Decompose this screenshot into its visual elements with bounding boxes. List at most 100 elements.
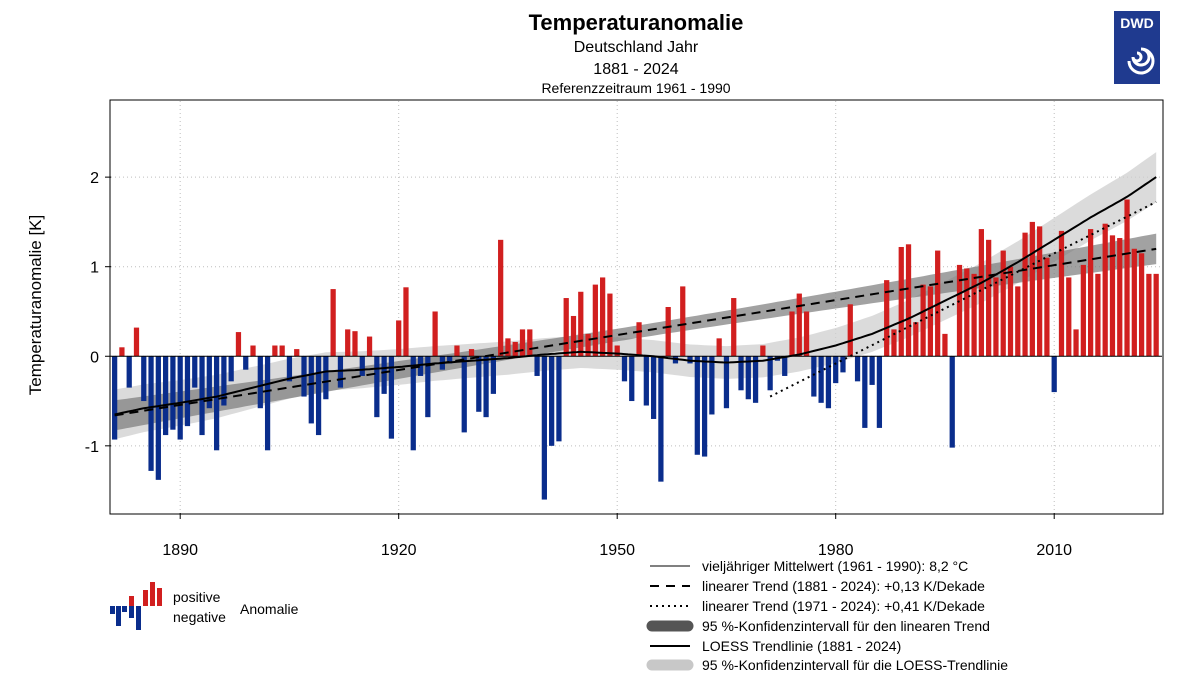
legend-negative-bar	[110, 606, 115, 614]
legend-label-linear-ci: 95 %-Konfidenzintervall für den linearen…	[702, 618, 990, 634]
anomaly-bar	[447, 356, 453, 364]
x-tick-label: 1980	[818, 542, 854, 559]
swirl-icon	[1127, 47, 1155, 75]
anomaly-bar	[315, 356, 322, 436]
anomaly-bar	[767, 356, 773, 391]
anomaly-bar	[986, 239, 992, 357]
anomaly-bar	[731, 298, 737, 357]
anomaly-bar	[388, 356, 395, 439]
anomaly-bar	[1124, 199, 1130, 357]
anomaly-bar	[905, 244, 912, 357]
anomaly-bar	[417, 356, 424, 376]
anomaly-bar	[803, 311, 810, 357]
anomaly-bar	[891, 329, 897, 357]
anomaly-bar	[920, 284, 926, 357]
legend-positive-bar	[129, 596, 134, 606]
dwd-logo: DWD	[1114, 11, 1160, 84]
anomaly-bar	[1044, 257, 1050, 357]
anomaly-bar	[563, 298, 569, 357]
anomaly-bar	[964, 268, 970, 357]
anomaly-bar	[264, 356, 271, 451]
anomaly-bar	[927, 286, 933, 357]
anomaly-bar	[833, 356, 839, 384]
anomaly-bar	[490, 356, 496, 394]
anomaly-bar	[352, 331, 358, 357]
anomaly-bar	[847, 304, 853, 357]
anomaly-bar	[461, 356, 467, 433]
anomaly-bar	[862, 356, 868, 428]
x-tick-label: 1950	[599, 542, 635, 559]
logo-text: DWD	[1120, 15, 1153, 31]
anomaly-bar	[483, 356, 489, 418]
anomaly-bar	[527, 329, 533, 357]
anomaly-bar	[1131, 248, 1137, 357]
anomaly-bar	[650, 356, 657, 419]
anomaly-bar	[308, 356, 314, 424]
anomaly-bar	[170, 356, 176, 430]
anomaly-bar	[578, 291, 584, 357]
anomaly-bar	[294, 349, 300, 357]
x-tick-label: 2010	[1036, 542, 1072, 559]
anomaly-bar	[1088, 229, 1094, 357]
anomaly-bar	[1095, 273, 1101, 357]
anomaly-bar	[621, 356, 628, 382]
anomaly-bar	[1109, 235, 1116, 357]
legend-item-linear-ci: 95 %-Konfidenzintervall für den linearen…	[646, 618, 990, 634]
anomaly-bar	[541, 356, 547, 500]
anomaly-bar	[643, 356, 649, 406]
anomaly-bar	[913, 322, 919, 357]
anomaly-legend-negative: negative	[173, 609, 226, 625]
anomaly-bar	[840, 356, 846, 373]
anomaly-legend: positive negative Anomalie	[110, 582, 299, 630]
anomaly-bar	[993, 277, 999, 357]
legend-negative-bar	[122, 606, 127, 612]
legend-negative-bar	[136, 606, 141, 630]
anomaly-bar	[272, 345, 278, 357]
anomaly-bar	[213, 356, 220, 451]
anomaly-bar	[410, 356, 416, 451]
anomaly-bar	[112, 356, 118, 440]
legend: vieljähriger Mittelwert (1961 - 1990): 8…	[646, 558, 1008, 673]
anomaly-bar	[206, 356, 212, 409]
x-tick-label: 1920	[381, 542, 417, 559]
anomaly-bar	[701, 356, 708, 457]
y-tick-label: 0	[90, 349, 99, 366]
anomaly-bar	[658, 356, 664, 482]
anomaly-bar	[199, 356, 205, 436]
legend-positive-bar	[157, 588, 162, 606]
chart-period: 1881 - 2024	[593, 61, 679, 78]
legend-label-linear-trend-1881: linearer Trend (1881 - 2024): +0,13 K/De…	[702, 578, 985, 594]
anomaly-bar	[1153, 273, 1159, 357]
anomaly-bar	[243, 356, 249, 370]
anomaly-bar	[425, 356, 431, 418]
anomaly-bar	[818, 356, 824, 403]
anomaly-bar	[680, 286, 686, 357]
legend-item-linear-trend-1971: linearer Trend (1971 - 2024): +0,41 K/De…	[650, 598, 985, 614]
anomaly-bar	[1000, 250, 1006, 357]
anomaly-bar	[585, 333, 591, 357]
legend-label-loess-ci: 95 %-Konfidenzintervall für die LOESS-Tr…	[702, 657, 1008, 673]
anomaly-bar	[534, 356, 540, 376]
anomaly-bar	[716, 338, 722, 357]
y-axis-ticks: -1 0 1 2	[85, 170, 111, 456]
y-axis-label: Temperaturanomalie [K]	[26, 215, 45, 395]
anomaly-bar	[1029, 221, 1035, 357]
anomaly-bar	[1022, 232, 1028, 357]
anomaly-bar	[432, 311, 438, 357]
anomaly-bar	[884, 280, 890, 357]
anomaly-bar	[942, 333, 948, 357]
anomaly-bar	[1073, 329, 1079, 357]
trend-lines	[111, 176, 1162, 417]
chart-reference: Referenzzeitraum 1961 - 1990	[541, 80, 730, 96]
anomaly-bar	[745, 356, 751, 400]
anomaly-bar	[1015, 286, 1021, 357]
anomaly-bar	[250, 345, 256, 357]
anomaly-bar	[133, 327, 140, 357]
anomaly-bar	[192, 356, 198, 388]
chart-subtitle: Deutschland Jahr	[574, 39, 699, 56]
anomaly-bar	[607, 293, 613, 357]
anomaly-bar	[760, 345, 766, 357]
anomaly-bar	[811, 356, 817, 397]
anomaly-bar	[505, 338, 511, 357]
anomaly-bar	[381, 356, 387, 394]
